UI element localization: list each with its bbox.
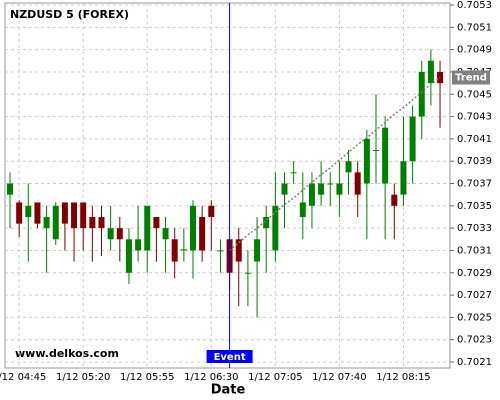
- candle-body: [162, 228, 169, 240]
- candle-body: [98, 216, 105, 229]
- x-tick-label: 1/12 05:20: [56, 372, 110, 383]
- candle-body: [107, 228, 114, 240]
- event-tag: [206, 350, 253, 363]
- candle-body: [272, 205, 279, 251]
- y-tick-label: 0.7033: [457, 223, 492, 234]
- candle-body: [235, 239, 242, 262]
- candle-body: [180, 249, 187, 251]
- y-tick-label: 0.7029: [457, 268, 492, 279]
- candle-body: [336, 183, 343, 195]
- x-tick-label: 1/12 04:45: [0, 372, 46, 383]
- candle-body: [354, 172, 361, 195]
- x-tick-label: 1/12 07:05: [248, 372, 302, 383]
- candle-body: [43, 216, 50, 229]
- trend-line: [229, 76, 441, 252]
- y-tick-label: 0.7039: [457, 156, 492, 167]
- candle-body: [299, 202, 306, 217]
- watermark: www.delkos.com: [15, 347, 119, 360]
- candle-body: [308, 183, 315, 206]
- y-tick-label: 0.7023: [457, 335, 492, 346]
- candle-body: [135, 239, 142, 251]
- y-tick-label: 0.7021: [457, 357, 492, 368]
- y-tick-label: 0.7045: [457, 89, 492, 100]
- candle-body: [290, 172, 297, 174]
- candle-body: [89, 216, 96, 229]
- y-tick-label: 0.7027: [457, 290, 492, 301]
- candle-body: [153, 216, 160, 229]
- candle-body: [409, 116, 416, 162]
- trend-tag: [452, 70, 490, 85]
- candle-body: [125, 239, 132, 273]
- candle-body: [244, 272, 251, 274]
- candle-body: [363, 138, 370, 184]
- y-tick-label: 0.7043: [457, 112, 492, 123]
- candle-body: [382, 127, 389, 184]
- y-tick-label: 0.7051: [457, 22, 492, 33]
- x-tick-label: 1/12 05:55: [120, 372, 174, 383]
- x-tick-label: 1/12 06:30: [184, 372, 238, 383]
- candle-body: [80, 202, 87, 229]
- x-axis-label: Date: [211, 383, 246, 398]
- candle-body: [391, 194, 398, 206]
- candle-body: [116, 228, 123, 240]
- y-tick-label: 0.7031: [457, 245, 492, 256]
- candle-body: [34, 202, 41, 224]
- candle-body: [208, 205, 215, 217]
- trend-label: Trend: [455, 73, 487, 84]
- candle-body: [16, 202, 23, 224]
- candle-body: [171, 239, 178, 262]
- x-tick-label: 1/12 08:15: [376, 372, 430, 383]
- y-tick-label: 0.7025: [457, 312, 492, 323]
- candle-body: [71, 202, 78, 229]
- candle-body: [254, 239, 261, 262]
- plot-area: [4, 2, 451, 369]
- candle-body: [418, 71, 425, 117]
- candle-body: [373, 150, 379, 152]
- candle-body: [144, 205, 151, 251]
- candle-body: [199, 216, 206, 251]
- candle-body: [327, 183, 334, 185]
- candle-body: [190, 205, 196, 251]
- chart-title: NZDUSD 5 (FOREX): [10, 8, 129, 21]
- candle-body: [400, 161, 407, 195]
- event-label: Event: [214, 352, 246, 363]
- candle-body: [217, 250, 224, 252]
- candle-body: [281, 183, 288, 195]
- candle-body: [427, 60, 434, 84]
- candle-body: [345, 161, 352, 173]
- y-tick-label: 0.7053: [457, 0, 492, 11]
- y-tick-label: 0.7041: [457, 134, 492, 145]
- y-tick-label: 0.7049: [457, 45, 492, 56]
- candle-body: [61, 202, 68, 224]
- candle-body: [7, 183, 13, 195]
- candle-body: [318, 183, 325, 195]
- x-tick-label: 1/12 07:40: [312, 372, 366, 383]
- candle-body: [263, 216, 270, 229]
- candle-body: [52, 205, 59, 240]
- y-tick-label: 0.7037: [457, 179, 492, 190]
- candle-body: [25, 205, 32, 217]
- y-tick-label: 0.7035: [457, 201, 492, 212]
